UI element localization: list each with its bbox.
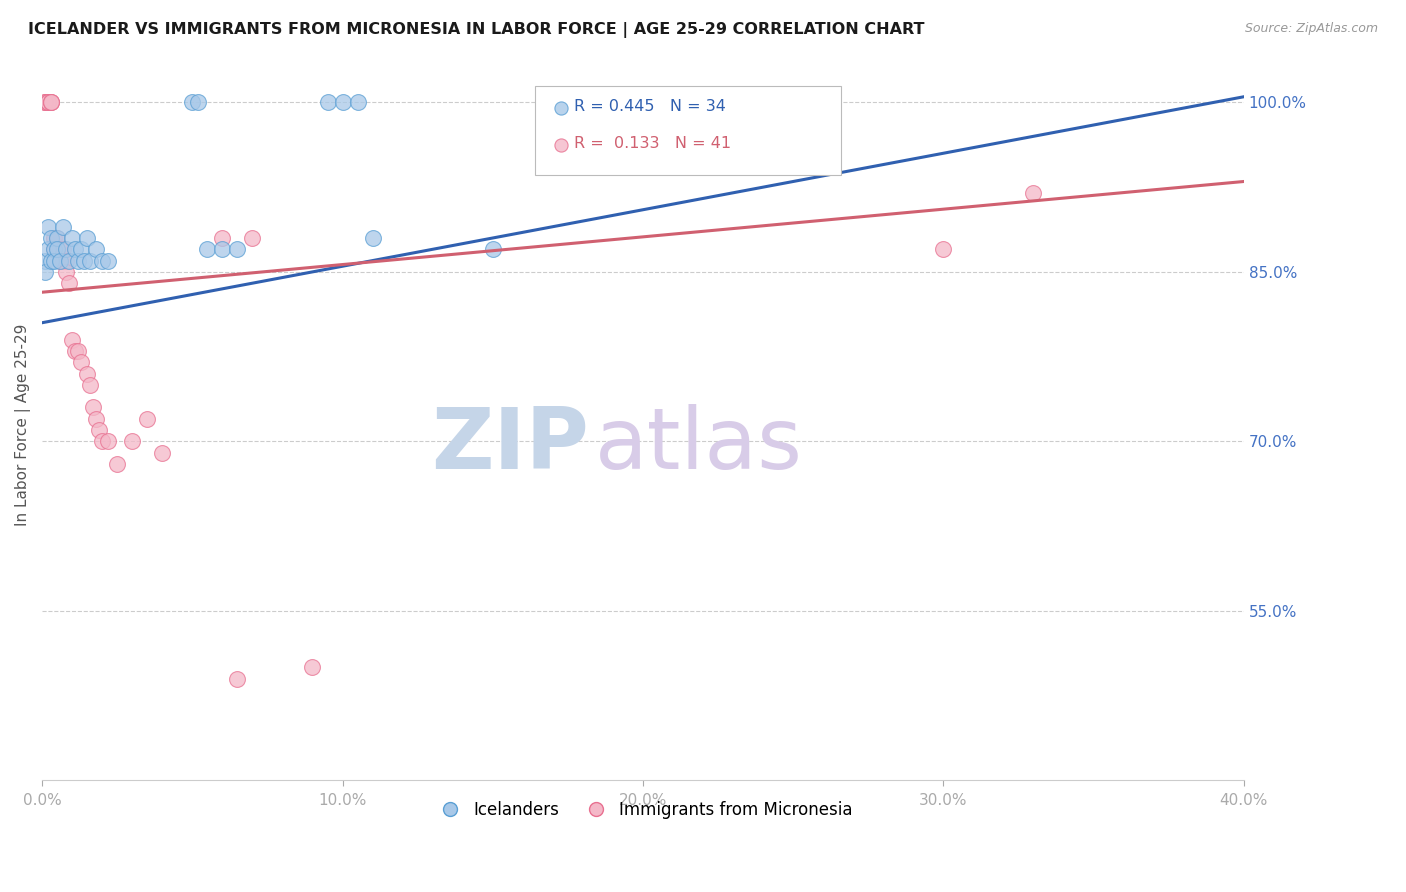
Icelanders	[332, 95, 354, 110]
Text: R = 0.445   N = 34: R = 0.445 N = 34	[575, 99, 727, 114]
Icelanders	[181, 95, 204, 110]
Text: ICELANDER VS IMMIGRANTS FROM MICRONESIA IN LABOR FORCE | AGE 25-29 CORRELATION C: ICELANDER VS IMMIGRANTS FROM MICRONESIA …	[28, 22, 925, 38]
Immigrants from Micronesia	[79, 377, 101, 392]
Text: ZIP: ZIP	[432, 404, 589, 487]
Icelanders	[84, 242, 107, 256]
Icelanders	[37, 219, 59, 234]
Icelanders	[211, 242, 233, 256]
Immigrants from Micronesia	[37, 95, 59, 110]
Icelanders	[55, 242, 77, 256]
Immigrants from Micronesia	[34, 95, 56, 110]
Text: R =  0.133   N = 41: R = 0.133 N = 41	[575, 136, 731, 151]
Immigrants from Micronesia	[84, 411, 107, 425]
Immigrants from Micronesia	[82, 401, 104, 415]
Immigrants from Micronesia	[136, 411, 159, 425]
Immigrants from Micronesia	[49, 242, 72, 256]
Icelanders	[346, 95, 368, 110]
Immigrants from Micronesia	[89, 423, 111, 437]
Immigrants from Micronesia	[52, 253, 75, 268]
Y-axis label: In Labor Force | Age 25-29: In Labor Force | Age 25-29	[15, 323, 31, 525]
Icelanders	[481, 242, 503, 256]
Immigrants from Micronesia	[55, 265, 77, 279]
Icelanders	[73, 253, 96, 268]
Icelanders	[60, 231, 83, 245]
Immigrants from Micronesia	[1022, 186, 1045, 200]
Immigrants from Micronesia	[34, 95, 56, 110]
Icelanders	[52, 219, 75, 234]
Immigrants from Micronesia	[42, 242, 65, 256]
Immigrants from Micronesia	[226, 672, 249, 686]
Icelanders	[46, 231, 69, 245]
Immigrants from Micronesia	[58, 276, 80, 290]
Icelanders	[76, 231, 98, 245]
Icelanders	[46, 242, 69, 256]
Immigrants from Micronesia	[55, 253, 77, 268]
Icelanders	[42, 242, 65, 256]
Immigrants from Micronesia	[211, 231, 233, 245]
Immigrants from Micronesia	[70, 355, 93, 369]
Point	[1329, 216, 1351, 230]
Immigrants from Micronesia	[63, 343, 86, 358]
Immigrants from Micronesia	[105, 457, 128, 471]
Icelanders	[42, 253, 65, 268]
Immigrants from Micronesia	[76, 367, 98, 381]
Immigrants from Micronesia	[39, 95, 62, 110]
Icelanders	[39, 231, 62, 245]
FancyBboxPatch shape	[534, 87, 841, 176]
Immigrants from Micronesia	[39, 95, 62, 110]
Legend: Icelanders, Immigrants from Micronesia: Icelanders, Immigrants from Micronesia	[426, 794, 859, 825]
Immigrants from Micronesia	[301, 660, 323, 674]
Immigrants from Micronesia	[97, 434, 120, 449]
Icelanders	[34, 265, 56, 279]
Immigrants from Micronesia	[242, 231, 264, 245]
Icelanders	[58, 253, 80, 268]
Immigrants from Micronesia	[37, 95, 59, 110]
Text: Source: ZipAtlas.com: Source: ZipAtlas.com	[1244, 22, 1378, 36]
Immigrants from Micronesia	[42, 231, 65, 245]
Immigrants from Micronesia	[150, 445, 173, 459]
Point	[1329, 157, 1351, 171]
Immigrants from Micronesia	[39, 95, 62, 110]
Icelanders	[37, 242, 59, 256]
Immigrants from Micronesia	[49, 253, 72, 268]
Icelanders	[39, 253, 62, 268]
Icelanders	[70, 242, 93, 256]
Icelanders	[67, 253, 90, 268]
Immigrants from Micronesia	[46, 242, 69, 256]
Immigrants from Micronesia	[46, 231, 69, 245]
Icelanders	[91, 253, 114, 268]
Icelanders	[361, 231, 384, 245]
Icelanders	[34, 253, 56, 268]
Icelanders	[49, 253, 72, 268]
Immigrants from Micronesia	[932, 242, 955, 256]
Icelanders	[187, 95, 209, 110]
Icelanders	[195, 242, 218, 256]
Immigrants from Micronesia	[34, 95, 56, 110]
Icelanders	[79, 253, 101, 268]
Immigrants from Micronesia	[91, 434, 114, 449]
Icelanders	[316, 95, 339, 110]
Icelanders	[226, 242, 249, 256]
Text: atlas: atlas	[595, 404, 803, 487]
Immigrants from Micronesia	[37, 95, 59, 110]
Immigrants from Micronesia	[60, 333, 83, 347]
Immigrants from Micronesia	[121, 434, 143, 449]
Immigrants from Micronesia	[52, 242, 75, 256]
Immigrants from Micronesia	[67, 343, 90, 358]
Icelanders	[97, 253, 120, 268]
Icelanders	[63, 242, 86, 256]
